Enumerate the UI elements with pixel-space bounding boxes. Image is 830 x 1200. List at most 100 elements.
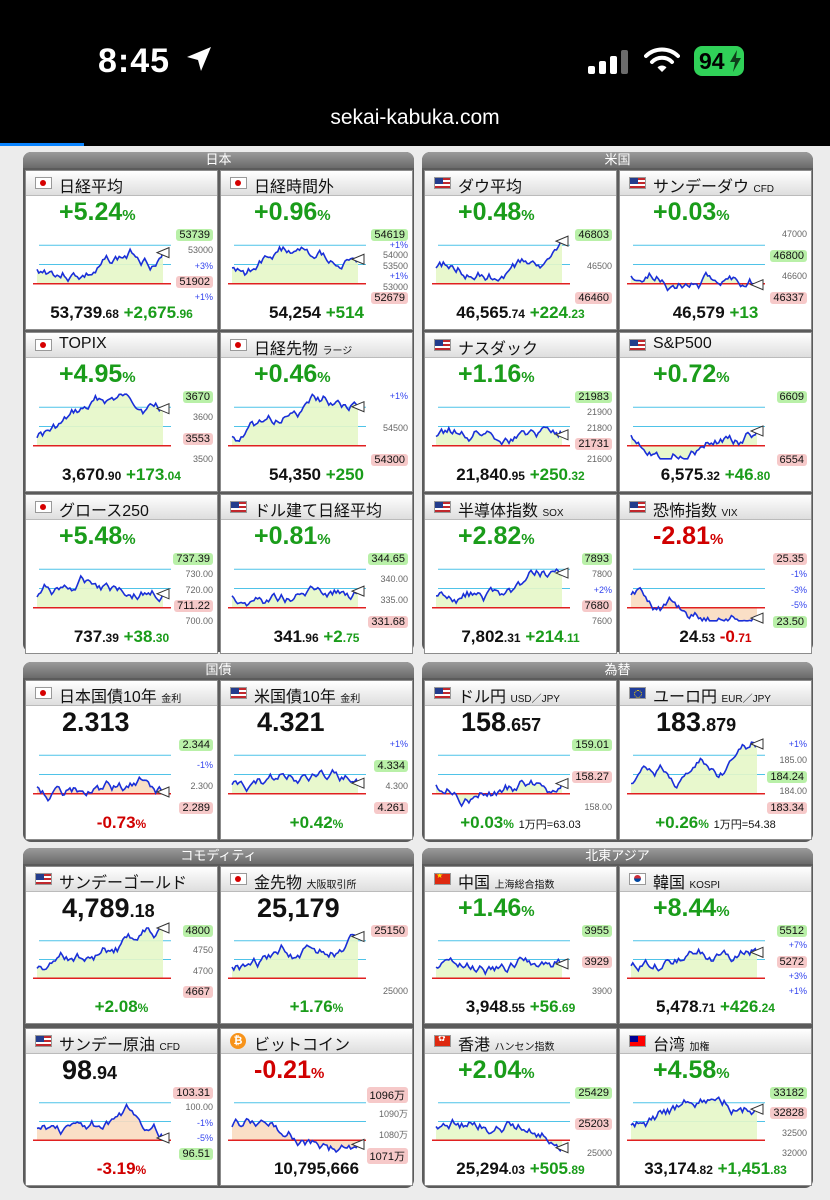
price-chart <box>33 922 171 979</box>
price-chart <box>627 244 765 292</box>
market-panel[interactable]: ダウ平均 +0.48% 46803 46500 46460 46,565.74 +224.… <box>424 170 617 330</box>
price-footer: 7,802.31 +214.11 <box>425 627 616 651</box>
current-price-marker-icon <box>155 786 170 798</box>
price-series-line <box>231 768 359 793</box>
market-panel[interactable]: 日経平均 +5.24% 53739 53000 +3% 51902 +1% 53,739.68… <box>25 170 218 330</box>
current-price-decimal: .657 <box>506 715 542 735</box>
panel-header: S&P500 <box>620 333 811 358</box>
chart-axis-label: +3% <box>194 260 213 271</box>
current-price: 54,350 <box>268 465 321 484</box>
current-price: 7,802 <box>461 627 504 646</box>
chart-area-fill <box>37 394 163 446</box>
percent-change: +0.48% <box>458 198 535 227</box>
group-title: 国債 <box>23 662 414 678</box>
change-footer: -3.19% <box>26 1159 217 1183</box>
group-title: コモディティ <box>23 848 414 864</box>
chart-axis-label: 1080万 <box>378 1129 408 1140</box>
chart-area-fill <box>232 247 358 284</box>
price-footer: 341.96 +2.75 <box>221 627 412 651</box>
current-price: 737 <box>73 627 103 646</box>
price-series-line <box>36 1102 164 1140</box>
tw-flag-icon <box>629 1035 646 1047</box>
market-panel[interactable]: TOPIX +4.95% 3670 3600 3553 3500 3,670.90 +173… <box>25 332 218 492</box>
current-price: 25,179 <box>257 893 340 924</box>
address-bar-url[interactable]: sekai-kabuka.com <box>330 106 500 129</box>
market-panel[interactable]: ドル建て日経平均 +0.81% 344.65 340.00 335.00 331.68 34… <box>220 494 413 654</box>
market-panel[interactable]: サンデーゴールド 4,789.18 4800 4750 4700 4667 +2.08% <box>25 866 218 1024</box>
jp-flag-icon <box>35 339 52 351</box>
chart-area-fill <box>436 569 562 608</box>
market-panel[interactable]: 台湾 加権 +4.58% 33182 32828 32500 32000 33,174.82… <box>619 1028 812 1186</box>
percent-change-value: +8.44 <box>653 894 717 922</box>
panel-header: サンデー原油 CFD <box>26 1029 217 1054</box>
current-price: 24 <box>679 627 699 646</box>
page-load-progress <box>0 143 84 146</box>
panel-subtitle: ラージ <box>322 346 353 357</box>
price-chart <box>432 406 570 447</box>
market-panel[interactable]: S&P500 +0.72% 6609 6554 6,575.32 +46.80 <box>619 332 812 492</box>
panel-title: ユーロ円 EUR／JPY <box>653 683 771 707</box>
current-price-decimal: .74 <box>508 307 525 321</box>
market-panel[interactable]: 恐怖指数 VIX -2.81% 25.35 -1% -3% -5% 23.50 24.53 -… <box>619 494 812 654</box>
current-price-marker-icon <box>350 930 365 943</box>
percent-change-value: +1.76 <box>289 997 333 1016</box>
chart-axis-label: 32828 <box>770 1107 807 1120</box>
panel-title-text: TOPIX <box>59 335 107 352</box>
current-price-marker-icon <box>350 1138 365 1151</box>
current-price-integer: 183 <box>656 707 702 737</box>
market-panel[interactable]: ナスダック +1.16% 21983 21900 21800 21731 21600 21,8… <box>424 332 617 492</box>
market-panel[interactable]: ユーロ円 EUR／JPY 183.879 +1% 185.00 184.24 184.00… <box>619 680 812 840</box>
market-panel[interactable]: ドル円 USD／JPY 158.657 159.01 158.27 158.00 +0.0… <box>424 680 617 840</box>
price-series-line <box>36 393 164 439</box>
price-chart <box>432 754 570 808</box>
current-price-decimal: .879 <box>701 715 737 735</box>
group-title: 北東アジア <box>422 848 813 864</box>
change-footer: +1.76% <box>221 997 412 1021</box>
market-panel[interactable]: 香港 ハンセン指数+2.04%25429252032500025,294.03 … <box>424 1028 617 1186</box>
location-arrow-icon <box>187 47 211 71</box>
market-panel[interactable]: 日経先物 ラージ +0.46% +1% 54500 54300 54,350 +250 <box>220 332 413 492</box>
market-panel[interactable]: 日本国債10年 金利 2.313 2.344 -1% 2.300 2.289 -0.73% <box>25 680 218 840</box>
chart-axis-label: 3600 <box>192 412 213 422</box>
price-chart <box>33 244 171 285</box>
chart-axis-label: 25000 <box>586 1148 612 1158</box>
price-series-line <box>36 927 163 971</box>
price-footer: 33,174.82 +1,451.83 <box>620 1159 811 1183</box>
percent-change: +1.16% <box>458 360 535 389</box>
market-panel[interactable]: 米国債10年 金利 4.321 +1% 4.334 4.300 4.261 +0.42% <box>220 680 413 840</box>
panel-title-text: ドル建て日経平均 <box>254 503 383 520</box>
panel-title: サンデーゴールド <box>59 869 187 893</box>
chart-axis-label: +7% <box>788 940 807 951</box>
price-delta-decimal: .89 <box>568 1163 585 1177</box>
market-panel[interactable]: 日経時間外 +0.96% 54619 +1% 54000 53500 +1% 53000 526… <box>220 170 413 330</box>
chart-axis-label: 25203 <box>575 1117 612 1130</box>
current-price-decimal: .03 <box>508 1163 525 1177</box>
current-price-decimal: .68 <box>102 307 119 321</box>
market-panel[interactable]: 半導体指数 SOX +2.82% 7893 7800 +2% 7680 7600 7,802.… <box>424 494 617 654</box>
panel-header: 半導体指数 SOX <box>425 495 616 520</box>
panel-subtitle: SOX <box>542 508 564 519</box>
market-panel[interactable]: 韓国 KOSPI +8.44% 5512 +7% 5272 +3% +1% 5,478.71 … <box>619 866 812 1024</box>
percent-change: +4.95% <box>59 360 136 389</box>
market-panel[interactable]: サンデー原油 CFD 98.94 103.31 100.00 -1% -5% 96.51 -3… <box>25 1028 218 1186</box>
chart-axis-label: 21731 <box>575 438 612 451</box>
market-panel[interactable]: グロース250 +5.48% 737.39 730.00 720.00 711.22 700… <box>25 494 218 654</box>
chart-axis-label: 53739 <box>176 229 213 241</box>
panel-subtitle: 金利 <box>340 694 361 705</box>
chart-axis-label: 3929 <box>581 955 612 968</box>
price-delta: +1,451 <box>717 1159 771 1178</box>
market-panel[interactable]: サンデーダウ CFD +0.03% 47000 46800 46600 46337 46,5… <box>619 170 812 330</box>
price-footer: 5,478.71 +426.24 <box>620 997 811 1021</box>
percent-change-value: +4.95 <box>59 360 123 388</box>
percent-change-value: +0.96 <box>254 198 318 226</box>
market-panel[interactable]: ₿ ビットコイン -0.21% 1096万 1090万 1080万 1071万 10,795,… <box>220 1028 413 1186</box>
price-series-line <box>36 247 164 283</box>
current-price: 6,575 <box>660 465 704 484</box>
price-series-line <box>435 778 563 808</box>
change-footer: +0.42% <box>221 813 412 837</box>
current-price-decimal: .82 <box>696 1163 713 1177</box>
price-series-line <box>630 270 758 292</box>
current-price: 53,739 <box>50 303 103 322</box>
market-panel[interactable]: 金先物 大阪取引所 25,179 25150 25000 +1.76% <box>220 866 413 1024</box>
